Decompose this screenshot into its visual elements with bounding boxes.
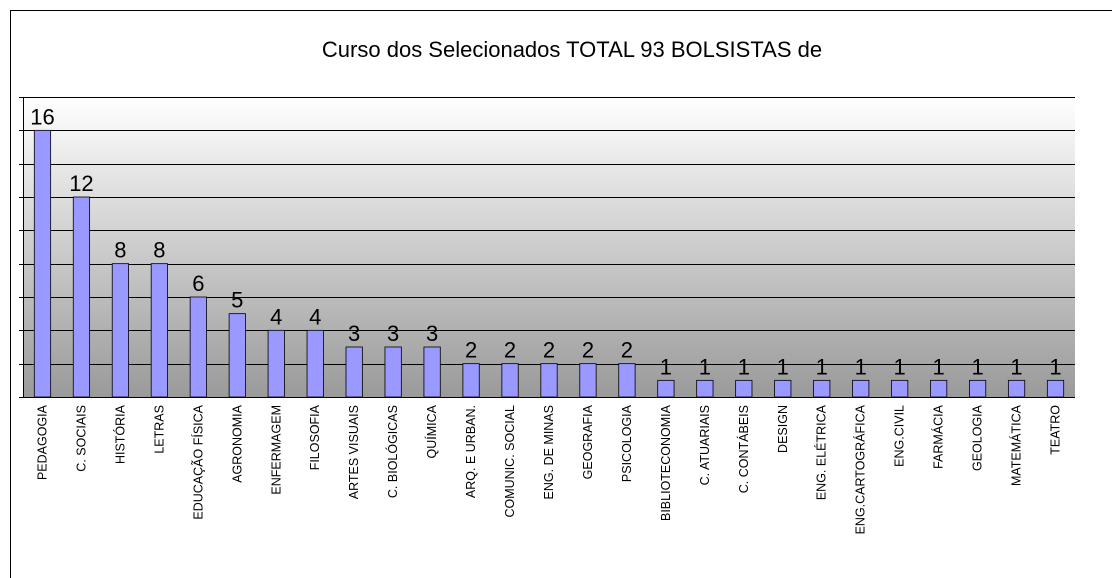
value-label: 12 xyxy=(69,171,93,196)
value-label: 2 xyxy=(504,338,516,363)
bar xyxy=(969,379,987,398)
x-tick-label: ENG. ELÉTRICA xyxy=(814,404,829,500)
x-tick-label: C. BIOLÓGICAS xyxy=(385,405,400,498)
value-label: 8 xyxy=(114,238,126,263)
value-label: 2 xyxy=(582,338,594,363)
x-tick-label: ENFERMAGEM xyxy=(269,405,283,495)
value-label: 6 xyxy=(192,271,204,296)
x-tick-label: C. CONTÁBEIS xyxy=(736,405,751,493)
value-label: 4 xyxy=(309,304,321,329)
value-label: 3 xyxy=(348,321,360,346)
value-label: 2 xyxy=(543,338,555,363)
x-tick-label: C. SOCIAIS xyxy=(74,405,88,472)
value-label: 8 xyxy=(153,238,165,263)
bar xyxy=(228,313,246,398)
bar xyxy=(852,379,870,398)
x-tick-label: C. ATUARIAIS xyxy=(698,405,712,485)
x-tick-label: PSICOLOGIA xyxy=(620,404,634,482)
x-tick-label: PEDAGOGIA xyxy=(35,404,49,480)
x-tick-label: FILOSOFIA xyxy=(308,404,322,470)
x-tick-label: GEOGRAFIA xyxy=(581,404,595,479)
value-label: 1 xyxy=(660,354,672,379)
value-label: 4 xyxy=(270,304,282,329)
value-label: 2 xyxy=(621,338,633,363)
value-label: 1 xyxy=(855,354,867,379)
x-tick-label: EDUCAÇÃO FÍSICA xyxy=(190,404,205,519)
bar xyxy=(33,129,52,398)
x-tick-label: LETRAS xyxy=(152,405,166,454)
bar xyxy=(267,329,285,398)
x-tick-label: BIBLIOTECONOMIA xyxy=(659,404,673,521)
bar xyxy=(891,379,909,398)
x-tick-label: HISTÓRIA xyxy=(112,404,127,464)
x-tick-label: ENG.CIVIL xyxy=(893,405,907,467)
bar xyxy=(462,363,480,398)
value-label: 3 xyxy=(426,321,438,346)
x-tick-label: ARTES VISUAIS xyxy=(347,405,361,499)
x-tick-label: ENG. DE MINAS xyxy=(542,405,556,499)
bar xyxy=(540,363,558,398)
x-tick-label: TEATRO xyxy=(1049,405,1063,455)
bar xyxy=(1046,379,1065,398)
value-label: 3 xyxy=(387,321,399,346)
bar xyxy=(774,379,792,398)
bar xyxy=(579,363,597,398)
x-tick-label: ENG.CARTOGRÁFICA xyxy=(853,404,868,534)
bar xyxy=(111,263,129,398)
bar xyxy=(384,346,402,398)
bar xyxy=(618,363,636,398)
bar xyxy=(813,379,831,398)
x-tick-label: AGRONOMIA xyxy=(230,404,244,482)
bar xyxy=(306,329,324,398)
bar xyxy=(930,379,948,398)
x-tick-label: MATEMÁTICA xyxy=(1009,404,1024,486)
value-label: 1 xyxy=(1049,354,1061,379)
x-tick-label: DESIGN xyxy=(776,405,790,453)
bar xyxy=(1007,379,1026,398)
x-tick-label: ARQ. E URBAN. xyxy=(464,405,478,498)
value-label: 1 xyxy=(738,354,750,379)
bar xyxy=(345,346,363,398)
x-tick-label: QUÍMICA xyxy=(424,404,439,458)
value-label: 1 xyxy=(816,354,828,379)
bar xyxy=(657,379,675,398)
bar xyxy=(150,263,168,398)
x-tick-label: COMUNIC. SOCIAL xyxy=(503,405,517,518)
bar xyxy=(735,379,753,398)
bar xyxy=(189,296,207,398)
x-tick-label: FARMÁCIA xyxy=(931,404,946,469)
value-label: 2 xyxy=(465,338,477,363)
value-label: 16 xyxy=(30,104,54,129)
bar xyxy=(423,346,441,398)
value-label: 1 xyxy=(933,354,945,379)
chart-title: Curso dos Selecionados TOTAL 93 BOLSISTA… xyxy=(322,37,822,62)
value-label: 1 xyxy=(894,354,906,379)
bar xyxy=(72,196,91,398)
value-label: 5 xyxy=(231,288,243,313)
x-tick-label: GEOLOGIA xyxy=(971,404,985,471)
value-label: 1 xyxy=(1010,354,1022,379)
value-label: 1 xyxy=(777,354,789,379)
value-label: 1 xyxy=(971,354,983,379)
value-label: 1 xyxy=(699,354,711,379)
bar xyxy=(501,363,519,398)
bar xyxy=(696,379,714,398)
